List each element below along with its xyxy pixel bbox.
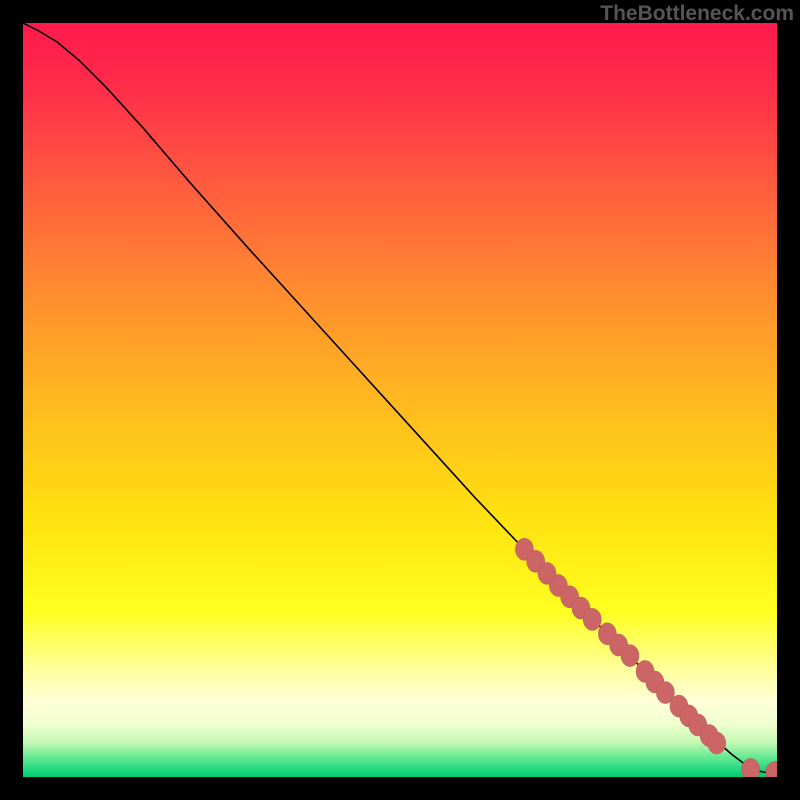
watermark-text: TheBottleneck.com xyxy=(600,2,794,26)
data-marker xyxy=(766,761,777,777)
data-markers xyxy=(515,538,777,777)
chart-container: TheBottleneck.com xyxy=(0,0,800,800)
data-marker xyxy=(621,645,639,667)
chart-overlay xyxy=(23,23,777,777)
data-marker xyxy=(583,608,601,630)
data-marker xyxy=(708,732,726,754)
curve-line xyxy=(23,23,777,773)
data-marker xyxy=(742,758,760,777)
plot-area xyxy=(23,23,777,777)
